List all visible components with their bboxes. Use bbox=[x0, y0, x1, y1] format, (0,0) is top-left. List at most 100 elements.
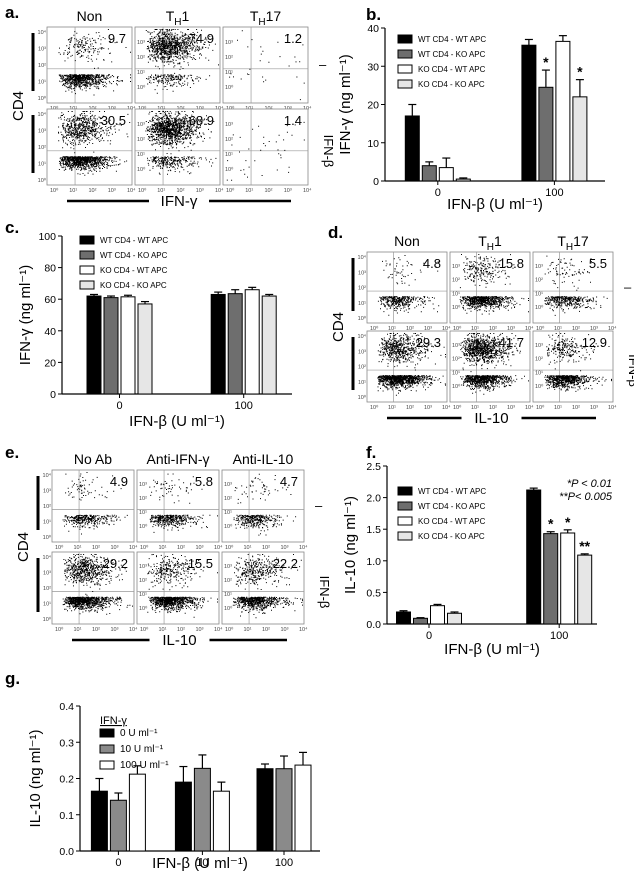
y-tick-label: 10 bbox=[367, 138, 379, 150]
flow-plot-frame bbox=[222, 26, 309, 104]
flow-y-tick: 10² bbox=[535, 357, 543, 363]
flow-column-header: No Ab bbox=[74, 451, 112, 467]
bar bbox=[421, 165, 437, 182]
bar-chart-b: b. 0 10 20 30 40 IFN-γ (ng ml⁻¹) 0 100 * * IFN-β (U… bbox=[337, 5, 605, 213]
flow-plot: 4.7 10⁰ 10¹ 10² 10³ 10⁴ 10⁰ 10¹ 10² 10³ bbox=[221, 469, 308, 551]
flow-y-tick: 10¹ bbox=[224, 592, 232, 598]
flow-y-tick: 10⁴ bbox=[38, 29, 47, 36]
panel-letter: d. bbox=[328, 223, 343, 242]
flow-plot: 9.710⁰10⁰10¹10¹10²10²10³10³10⁴10⁴ bbox=[38, 26, 136, 112]
flow-x-tick: 10⁰ bbox=[226, 105, 235, 112]
quadrant-percentage: 12.9 bbox=[582, 335, 607, 350]
flow-axis-ticks: 10⁰ 10¹ 10² 10³ 10⁴ 10⁰ 10¹ 10² 10³ bbox=[139, 482, 223, 551]
flow-y-tick: 10⁰ bbox=[224, 605, 233, 612]
flow-x-tick: 10¹ bbox=[245, 188, 253, 194]
flow-plot: 15.5 10⁰ 10¹ 10² 10³ 10⁴ 10⁰ 10¹ 10² 10³ bbox=[136, 551, 223, 633]
bar bbox=[396, 611, 411, 625]
flow-x-tick: 10³ bbox=[507, 405, 515, 411]
flow-y-tick: 10¹ bbox=[225, 152, 233, 158]
bar bbox=[294, 764, 312, 852]
y-axis-label: IFN-γ (ng ml⁻¹) bbox=[337, 54, 354, 154]
bar bbox=[244, 289, 260, 395]
flow-y-tick: 10³ bbox=[43, 489, 51, 495]
flow-x-tick: 10⁴ bbox=[214, 626, 223, 633]
legend-swatch bbox=[397, 531, 413, 541]
legend-title: IFN-γ bbox=[100, 715, 127, 727]
flow-y-tick: 10³ bbox=[225, 122, 233, 128]
bar bbox=[90, 790, 108, 852]
flow-x-tick: 10¹ bbox=[159, 545, 167, 551]
flow-y-tick: 10² bbox=[358, 365, 366, 371]
x-axis-label: IFN-β (U ml⁻¹) bbox=[447, 196, 543, 213]
flow-y-tick: 10⁴ bbox=[358, 254, 367, 261]
flow-x-tick: 10⁴ bbox=[127, 187, 136, 194]
quadrant-percentage: 5.8 bbox=[195, 474, 213, 489]
flow-x-tick: 10² bbox=[572, 326, 580, 332]
y-tick-label: 0.0 bbox=[59, 846, 74, 858]
flow-x-tick: 10¹ bbox=[244, 545, 252, 551]
event-dots bbox=[62, 472, 128, 535]
flow-y-tick: 10² bbox=[452, 278, 460, 284]
event-dots bbox=[460, 333, 529, 395]
significance-marker: * bbox=[543, 54, 549, 70]
y-tick-label: 0.2 bbox=[59, 774, 74, 786]
flow-y-tick: 10¹ bbox=[452, 370, 460, 376]
p-value-note: **P< 0.005 bbox=[559, 491, 613, 503]
flow-x-tick: 10⁰ bbox=[370, 404, 379, 411]
flow-x-tick: 10⁰ bbox=[138, 105, 147, 112]
quadrant-percentage: 15.8 bbox=[499, 256, 524, 271]
flow-y-tick: 10³ bbox=[139, 564, 147, 570]
significance-marker: * bbox=[577, 64, 583, 80]
legend-swatch bbox=[397, 34, 413, 44]
flow-axis-ticks: 10⁰ 10¹ 10² 10³ 10⁴ 10⁰ 10¹ 10² 10³ bbox=[535, 264, 617, 332]
flow-x-tick: 10¹ bbox=[244, 627, 252, 633]
flow-y-label: CD4 bbox=[330, 312, 347, 342]
flow-y-tick: 10³ bbox=[38, 129, 46, 135]
quadrant-percentage: 29.3 bbox=[416, 335, 441, 350]
flow-y-tick: 10⁰ bbox=[225, 166, 234, 173]
legend-swatch bbox=[99, 728, 115, 738]
legend-label: KO CD4 - KO APC bbox=[418, 80, 485, 89]
flow-x-tick: 10³ bbox=[281, 545, 289, 551]
legend-swatch bbox=[397, 501, 413, 511]
legend-label: WT CD4 - WT APC bbox=[418, 487, 486, 496]
flow-x-tick: 10¹ bbox=[74, 545, 82, 551]
legend-swatch bbox=[79, 235, 95, 245]
flow-plot: 15.8 10⁰ 10¹ 10² 10³ 10⁴ 10⁰ 10¹ 10² 10³ bbox=[449, 251, 534, 332]
flow-x-tick: 10⁰ bbox=[453, 404, 462, 411]
bar bbox=[275, 768, 293, 852]
flow-y-tick: 10⁰ bbox=[137, 84, 146, 91]
flow-y-tick: 10¹ bbox=[358, 380, 366, 386]
quadrant-percentage: 4.7 bbox=[280, 474, 298, 489]
flow-x-label: IL-10 bbox=[162, 632, 196, 649]
panel-letter: e. bbox=[5, 443, 19, 462]
flow-y-tick: 10² bbox=[224, 496, 232, 502]
flow-x-tick: 10³ bbox=[507, 326, 515, 332]
y-axis-label: IL-10 (ng ml⁻¹) bbox=[27, 730, 44, 828]
y-tick-label: 0.5 bbox=[366, 587, 381, 599]
label-gap bbox=[149, 197, 209, 205]
bar bbox=[555, 40, 571, 182]
flow-x-tick: 10² bbox=[92, 545, 100, 551]
legend-label: 0 U ml⁻¹ bbox=[120, 728, 158, 739]
flow-y-tick: 10¹ bbox=[224, 510, 232, 516]
bar bbox=[430, 605, 445, 625]
flow-column-header: Non bbox=[77, 8, 103, 24]
y-tick-label: 60 bbox=[44, 294, 56, 306]
flow-x-tick: 10² bbox=[572, 405, 580, 411]
flow-x-tick: 10⁴ bbox=[442, 325, 451, 332]
x-tick-label: 0 bbox=[116, 400, 122, 412]
flow-y-tick: 10¹ bbox=[43, 520, 51, 526]
flow-y-tick: 10⁰ bbox=[535, 304, 544, 311]
flow-y-label: CD4 bbox=[10, 91, 27, 121]
flow-x-tick: 10³ bbox=[196, 627, 204, 633]
flow-x-tick: 10⁰ bbox=[55, 626, 64, 633]
bar bbox=[526, 489, 542, 625]
flow-axis-ticks: 10⁰ 10¹ 10² 10³ 10⁴ 10⁰ 10¹ 10² 10³ bbox=[225, 122, 312, 194]
panel-letter: c. bbox=[5, 218, 19, 237]
y-tick-label: 0.0 bbox=[366, 619, 381, 631]
quadrant-percentage: 1.2 bbox=[284, 31, 302, 46]
